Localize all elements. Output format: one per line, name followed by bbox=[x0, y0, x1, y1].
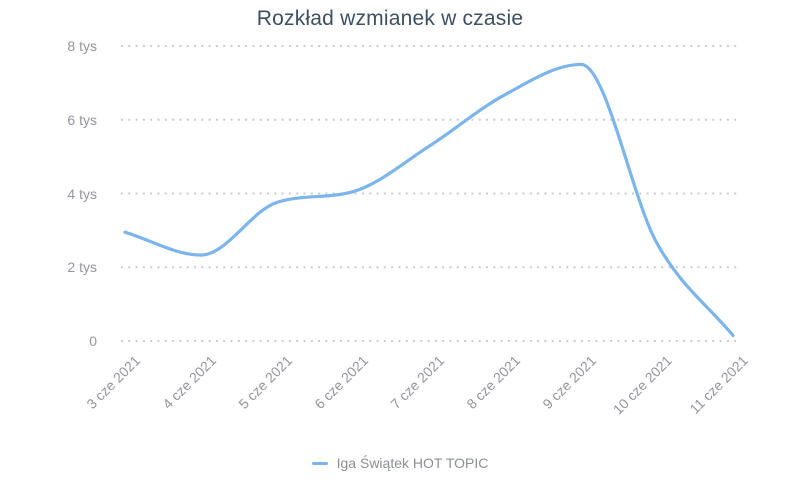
legend-line-icon bbox=[311, 461, 328, 465]
legend: Iga Świątek HOT TOPIC bbox=[0, 455, 800, 471]
chart-title: Rozkład wzmianek w czasie bbox=[256, 7, 524, 30]
series-line[interactable] bbox=[123, 62, 735, 338]
legend-item[interactable]: Iga Świątek HOT TOPIC bbox=[311, 455, 489, 471]
legend-label: Iga Świątek HOT TOPIC bbox=[336, 455, 489, 471]
